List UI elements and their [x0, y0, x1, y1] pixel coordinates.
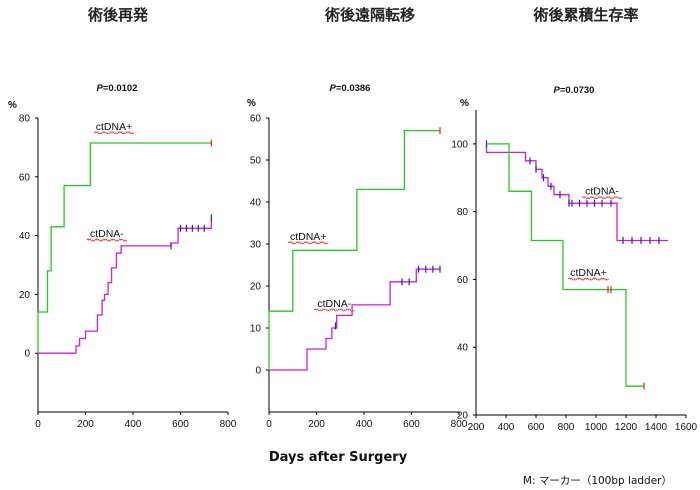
- y-tick-label: 30: [250, 240, 262, 251]
- chart-1-p-letter: P: [97, 83, 104, 94]
- chart-2-p-letter: P: [330, 83, 337, 94]
- series-line-ctDNA+: [37, 142, 212, 354]
- y-tick-label: 0: [24, 349, 30, 360]
- chart-1-p-value: P=0.0102: [97, 83, 138, 94]
- spellcheck-underline: [93, 131, 135, 135]
- y-tick-label: 0: [255, 366, 261, 377]
- y-tick-label: 60: [19, 172, 31, 183]
- series-label: ctDNA+: [96, 121, 132, 133]
- y-tick-label: 40: [457, 343, 469, 354]
- chart-3-title: 術後累積生存率: [532, 6, 638, 24]
- chart-2-p-number: =0.0386: [336, 83, 371, 94]
- y-tick-label: 80: [19, 114, 31, 125]
- x-tick-label: 400: [356, 419, 373, 430]
- x-tick-label: 1600: [675, 422, 698, 433]
- spellcheck-underline: [313, 308, 355, 312]
- marker-note: M: マーカー（100bp ladder）: [523, 475, 672, 487]
- x-tick-label: 1400: [645, 422, 668, 433]
- series-label: ctDNA+: [290, 231, 326, 243]
- y-unit-label: %: [247, 98, 256, 109]
- y-tick-label: 60: [457, 275, 469, 286]
- x-tick-label: 400: [125, 419, 142, 430]
- chart-2-title: 術後遠隔転移: [324, 6, 415, 24]
- x-tick-label: 1200: [615, 422, 638, 433]
- x-tick-label: 200: [77, 419, 94, 430]
- x-tick-label: 200: [468, 422, 485, 433]
- y-tick-label: 20: [457, 411, 469, 422]
- chart-1-title: 術後再発: [87, 6, 149, 24]
- spellcheck-underline: [568, 277, 609, 281]
- x-tick-label: 800: [451, 419, 468, 430]
- x-tick-label: 400: [498, 422, 515, 433]
- series-label: ctDNA-: [585, 186, 619, 198]
- spellcheck-underline: [287, 241, 329, 245]
- y-tick-label: 40: [19, 231, 31, 242]
- y-tick-label: 80: [457, 207, 469, 218]
- x-tick-label: 200: [308, 419, 325, 430]
- series-line-ctDNA-: [485, 143, 668, 242]
- y-tick-label: 50: [250, 156, 262, 167]
- chart-3-p-number: =0.0730: [560, 85, 595, 96]
- chart-1-p-number: =0.0102: [103, 83, 138, 94]
- series-label: ctDNA-: [317, 298, 351, 310]
- x-tick-label: 600: [403, 419, 420, 430]
- chart-3-p-value: P=0.0730: [554, 85, 595, 96]
- series-line-ctDNA+: [486, 143, 644, 387]
- series-label: ctDNA-: [90, 228, 124, 240]
- x-tick-label: 600: [172, 419, 189, 430]
- x-tick-label: 0: [35, 419, 41, 430]
- series-line-ctDNA+: [268, 129, 440, 370]
- x-tick-label: 800: [558, 422, 575, 433]
- x-tick-label: 0: [266, 419, 272, 430]
- chart-3-plot: 20 40 60 80 100 200 400 600 800 1000 1200 1400 1600%…: [451, 98, 697, 433]
- series-line-ctDNA-: [269, 268, 440, 371]
- x-tick-label: 600: [528, 422, 545, 433]
- series-label: ctDNA+: [570, 267, 606, 279]
- y-unit-label: %: [8, 100, 17, 111]
- x-axis-label: Days after Surgery: [269, 450, 408, 465]
- y-tick-label: 100: [451, 139, 468, 150]
- spellcheck-underline: [581, 196, 623, 200]
- x-tick-label: 1000: [585, 422, 608, 433]
- x-tick-label: 800: [220, 419, 237, 430]
- y-tick-label: 60: [250, 114, 262, 125]
- chart-2-p-value: P=0.0386: [330, 83, 371, 94]
- y-tick-label: 20: [250, 282, 262, 293]
- y-unit-label: %: [460, 98, 469, 109]
- y-tick-label: 20: [19, 290, 31, 301]
- y-tick-label: 40: [250, 198, 262, 209]
- y-tick-label: 10: [250, 324, 262, 335]
- chart-3-p-letter: P: [554, 85, 561, 96]
- spellcheck-underline: [86, 238, 128, 242]
